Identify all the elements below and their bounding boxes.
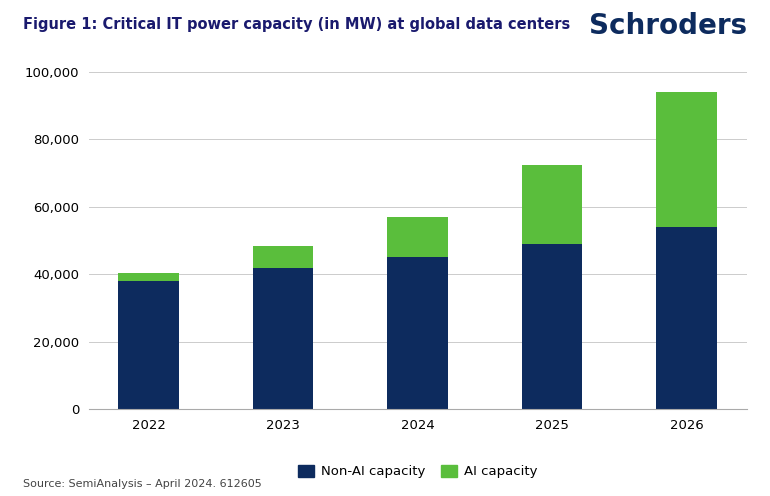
Bar	[387, 257, 448, 409]
Bar	[387, 217, 448, 257]
Bar	[522, 244, 582, 409]
Bar	[119, 281, 179, 409]
Bar	[253, 246, 313, 267]
Text: Schroders: Schroders	[589, 12, 747, 40]
Bar	[522, 165, 582, 244]
Bar	[657, 92, 717, 227]
Text: Source: SemiAnalysis – April 2024. 612605: Source: SemiAnalysis – April 2024. 61260…	[23, 479, 262, 489]
Bar	[253, 267, 313, 409]
Bar	[119, 273, 179, 281]
Legend: Non-AI capacity, AI capacity: Non-AI capacity, AI capacity	[293, 460, 542, 484]
Text: Figure 1: Critical IT power capacity (in MW) at global data centers: Figure 1: Critical IT power capacity (in…	[23, 17, 571, 32]
Bar	[657, 227, 717, 409]
